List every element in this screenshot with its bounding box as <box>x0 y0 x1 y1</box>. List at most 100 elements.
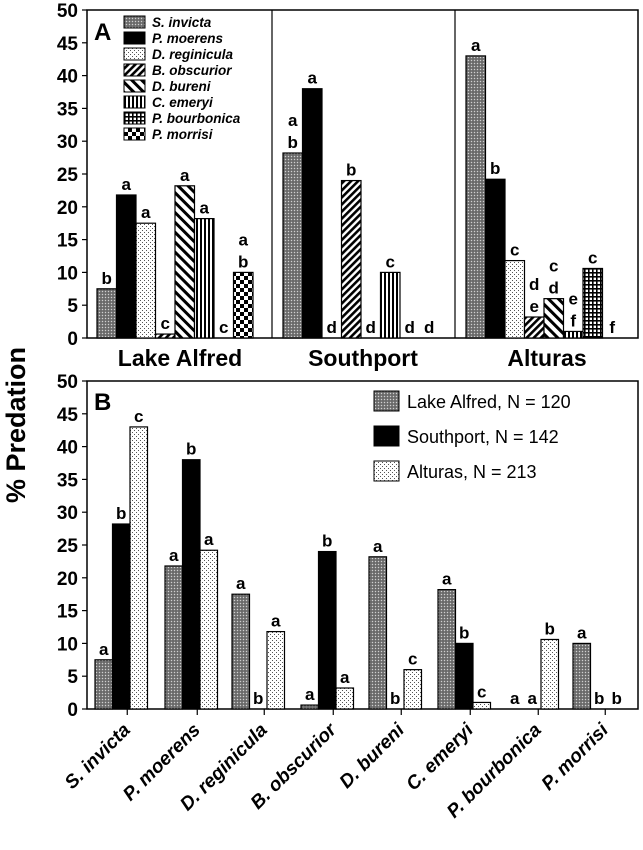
panel-b-legend-swatch-southport <box>373 425 400 447</box>
panel-a-legend-label-p-morrisi: P. morrisi <box>152 127 213 142</box>
panel-b-bar-d-reginicula-alturas <box>266 630 286 710</box>
panel-a-bar-p-morrisi-lake-alfred <box>232 271 254 339</box>
panel-a-sig-b-obscurior-alturas-1: e <box>530 297 539 316</box>
panel-a-sig-d-bureni-alturas-1: d <box>549 279 559 298</box>
panel-a-legend-swatch-d-bureni <box>123 79 146 93</box>
panel-a-bar-c-emeryi-alturas <box>562 330 584 339</box>
panel-a-legend-label-p-bourbonica: P. bourbonica <box>152 111 241 126</box>
panel-b-ytick-15: 15 <box>57 602 79 623</box>
panel-b-ytick-30: 30 <box>57 503 78 524</box>
panel-a-sig-s-invicta-alturas-0: a <box>471 36 481 55</box>
panel-a-legend-swatch-p-morrisi <box>123 127 146 141</box>
panel-a-sig-c-emeryi-southport-0: c <box>386 252 395 271</box>
panel-a-bar-c-emeryi-southport <box>379 271 401 339</box>
panel-a-bar-d-bureni-lake-alfred <box>174 185 196 339</box>
panel-b-sig-b-obscurior-alturas-0: a <box>340 668 350 687</box>
panel-b-sig-b-obscurior-southport-0: b <box>322 532 332 551</box>
panel-a-sig-c-emeryi-alturas-0: e <box>569 289 578 308</box>
panel-b-sig-c-emeryi-lake-alfred-0: a <box>442 570 452 589</box>
panel-b-bar-p-moerens-southport <box>181 459 201 710</box>
panel-a-sig-p-bourbonica-lake-alfred-0: c <box>219 318 228 337</box>
panel-a-legend-label-c-emeryi: C. emeryi <box>152 95 213 110</box>
panel-a-sig-d-bureni-lake-alfred-0: a <box>180 166 190 185</box>
panel-b-ytick-5: 5 <box>67 667 78 688</box>
panel-b-sig-d-reginicula-southport-0: b <box>253 689 263 708</box>
panel-a-sig-c-emeryi-alturas-1: f <box>570 311 576 330</box>
y-axis-label: % Predation <box>1 347 31 503</box>
panel-b-legend-swatch-alturas <box>373 460 400 482</box>
panel-b-sig-d-reginicula-alturas-0: a <box>271 612 281 631</box>
panel-a-sig-b-obscurior-southport-0: b <box>346 161 356 180</box>
panel-b-sig-p-moerens-alturas-0: a <box>204 530 214 549</box>
panel-b-sig-d-bureni-alturas-0: c <box>408 650 417 669</box>
panel-a-legend-label-d-bureni: D. bureni <box>152 79 211 94</box>
panel-a-legend-label-p-moerens: P. moerens <box>152 31 224 46</box>
panel-a-chart: 0 5 10 15 20 25 30 35 40 45 50 Lake Alfred Southport… <box>57 1 639 371</box>
panel-b-ytick-50: 50 <box>57 372 78 393</box>
panel-a-sig-s-invicta-southport-0: a <box>288 111 298 130</box>
panel-b-sig-s-invicta-lake-alfred-0: a <box>99 640 109 659</box>
panel-b-sig-d-bureni-lake-alfred-0: a <box>373 537 383 556</box>
panel-b-legend-label-alturas: Alturas, N = 213 <box>407 462 537 482</box>
panel-a-sig-p-morrisi-southport-0: d <box>424 318 434 337</box>
panel-b-ytick-45: 45 <box>57 405 79 426</box>
panel-b-ytick-0: 0 <box>67 700 78 721</box>
panel-a-sig-p-bourbonica-southport-0: d <box>405 318 415 337</box>
panel-a-bar-p-moerens-alturas <box>484 178 506 339</box>
panel-b-bar-b-obscurior-alturas <box>335 687 355 710</box>
panel-b-sig-p-morrisi-southport-0: b <box>594 689 604 708</box>
panel-a-bar-s-invicta-lake-alfred <box>96 288 118 339</box>
panel-b-sig-d-bureni-southport-0: b <box>390 689 400 708</box>
panel-b-sig-p-bourbonica-alturas-0: b <box>545 619 555 638</box>
panel-a-bar-d-reginicula-alturas <box>504 259 526 339</box>
panel-b-sig-p-morrisi-lake-alfred-0: a <box>577 623 587 642</box>
panel-b-ytick-40: 40 <box>57 438 78 459</box>
panel-b-bar-c-emeryi-southport <box>454 642 474 710</box>
panel-a-bar-c-emeryi-lake-alfred <box>193 218 215 339</box>
panel-a-sig-d-reginicula-alturas-0: c <box>510 241 519 260</box>
panel-b-bar-s-invicta-southport <box>111 523 131 710</box>
panel-a-sig-c-emeryi-lake-alfred-0: a <box>200 199 210 218</box>
panel-a-bar-b-obscurior-lake-alfred <box>154 333 176 339</box>
panel-b-bar-p-bourbonica-alturas <box>540 638 560 710</box>
panel-a-legend-swatch-s-invicta <box>123 15 146 29</box>
panel-b-bar-b-obscurior-southport <box>317 550 337 710</box>
panel-a-sig-p-morrisi-lake-alfred-0: a <box>239 230 249 249</box>
panel-b-xtick-s-invicta: S. invicta <box>61 719 135 793</box>
panel-a-sig-b-obscurior-lake-alfred-0: c <box>161 314 170 333</box>
panel-a-bar-d-reginicula-lake-alfred <box>135 222 157 339</box>
panel-a-label: A <box>94 19 111 46</box>
panel-a-bar-d-bureni-alturas <box>543 298 565 339</box>
panel-b-sig-b-obscurior-lake-alfred-0: a <box>305 685 315 704</box>
panel-b-sig-s-invicta-southport-0: b <box>116 504 126 523</box>
panel-a-ytick-40: 40 <box>57 67 78 88</box>
panel-a-bar-p-moerens-southport <box>301 88 323 339</box>
panel-b-sig-p-morrisi-alturas-0: b <box>612 689 622 708</box>
panel-a-ytick-45: 45 <box>57 34 79 55</box>
panel-b-bar-d-bureni-lake-alfred <box>368 556 388 710</box>
panel-a-legend-swatch-p-bourbonica <box>123 111 146 125</box>
panel-a-bar-b-obscurior-alturas <box>523 316 545 339</box>
panel-a-bar-s-invicta-alturas <box>465 55 487 339</box>
panel-b-ytick-10: 10 <box>57 634 78 655</box>
panel-a-sig-d-bureni-alturas-0: c <box>549 257 558 276</box>
site-label-lake-alfred: Lake Alfred <box>118 345 242 371</box>
panel-b-sig-p-moerens-southport-0: b <box>186 440 196 459</box>
panel-b-xtick-p-morrisi: P. morrisi <box>538 719 614 795</box>
panel-b-xtick-d-bureni: D. bureni <box>336 719 410 793</box>
panel-b-sig-s-invicta-alturas-0: c <box>134 407 143 426</box>
panel-b-bar-d-reginicula-lake-alfred <box>231 593 251 710</box>
site-label-southport: Southport <box>308 345 418 371</box>
panel-a-sig-p-moerens-lake-alfred-0: a <box>122 175 132 194</box>
panel-b-label: B <box>94 389 111 416</box>
panel-a-legend-swatch-p-moerens <box>123 31 146 45</box>
panel-a-ytick-15: 15 <box>57 231 79 252</box>
panel-a-sig-s-invicta-lake-alfred-0: b <box>102 269 112 288</box>
panel-b-legend-label-lake-alfred: Lake Alfred, N = 120 <box>407 392 571 412</box>
panel-a-bar-s-invicta-southport <box>282 152 304 339</box>
panel-a-bar-b-obscurior-southport <box>340 179 362 339</box>
panel-a-ytick-0: 0 <box>67 329 78 350</box>
panel-a-bar-p-moerens-lake-alfred <box>115 194 137 339</box>
